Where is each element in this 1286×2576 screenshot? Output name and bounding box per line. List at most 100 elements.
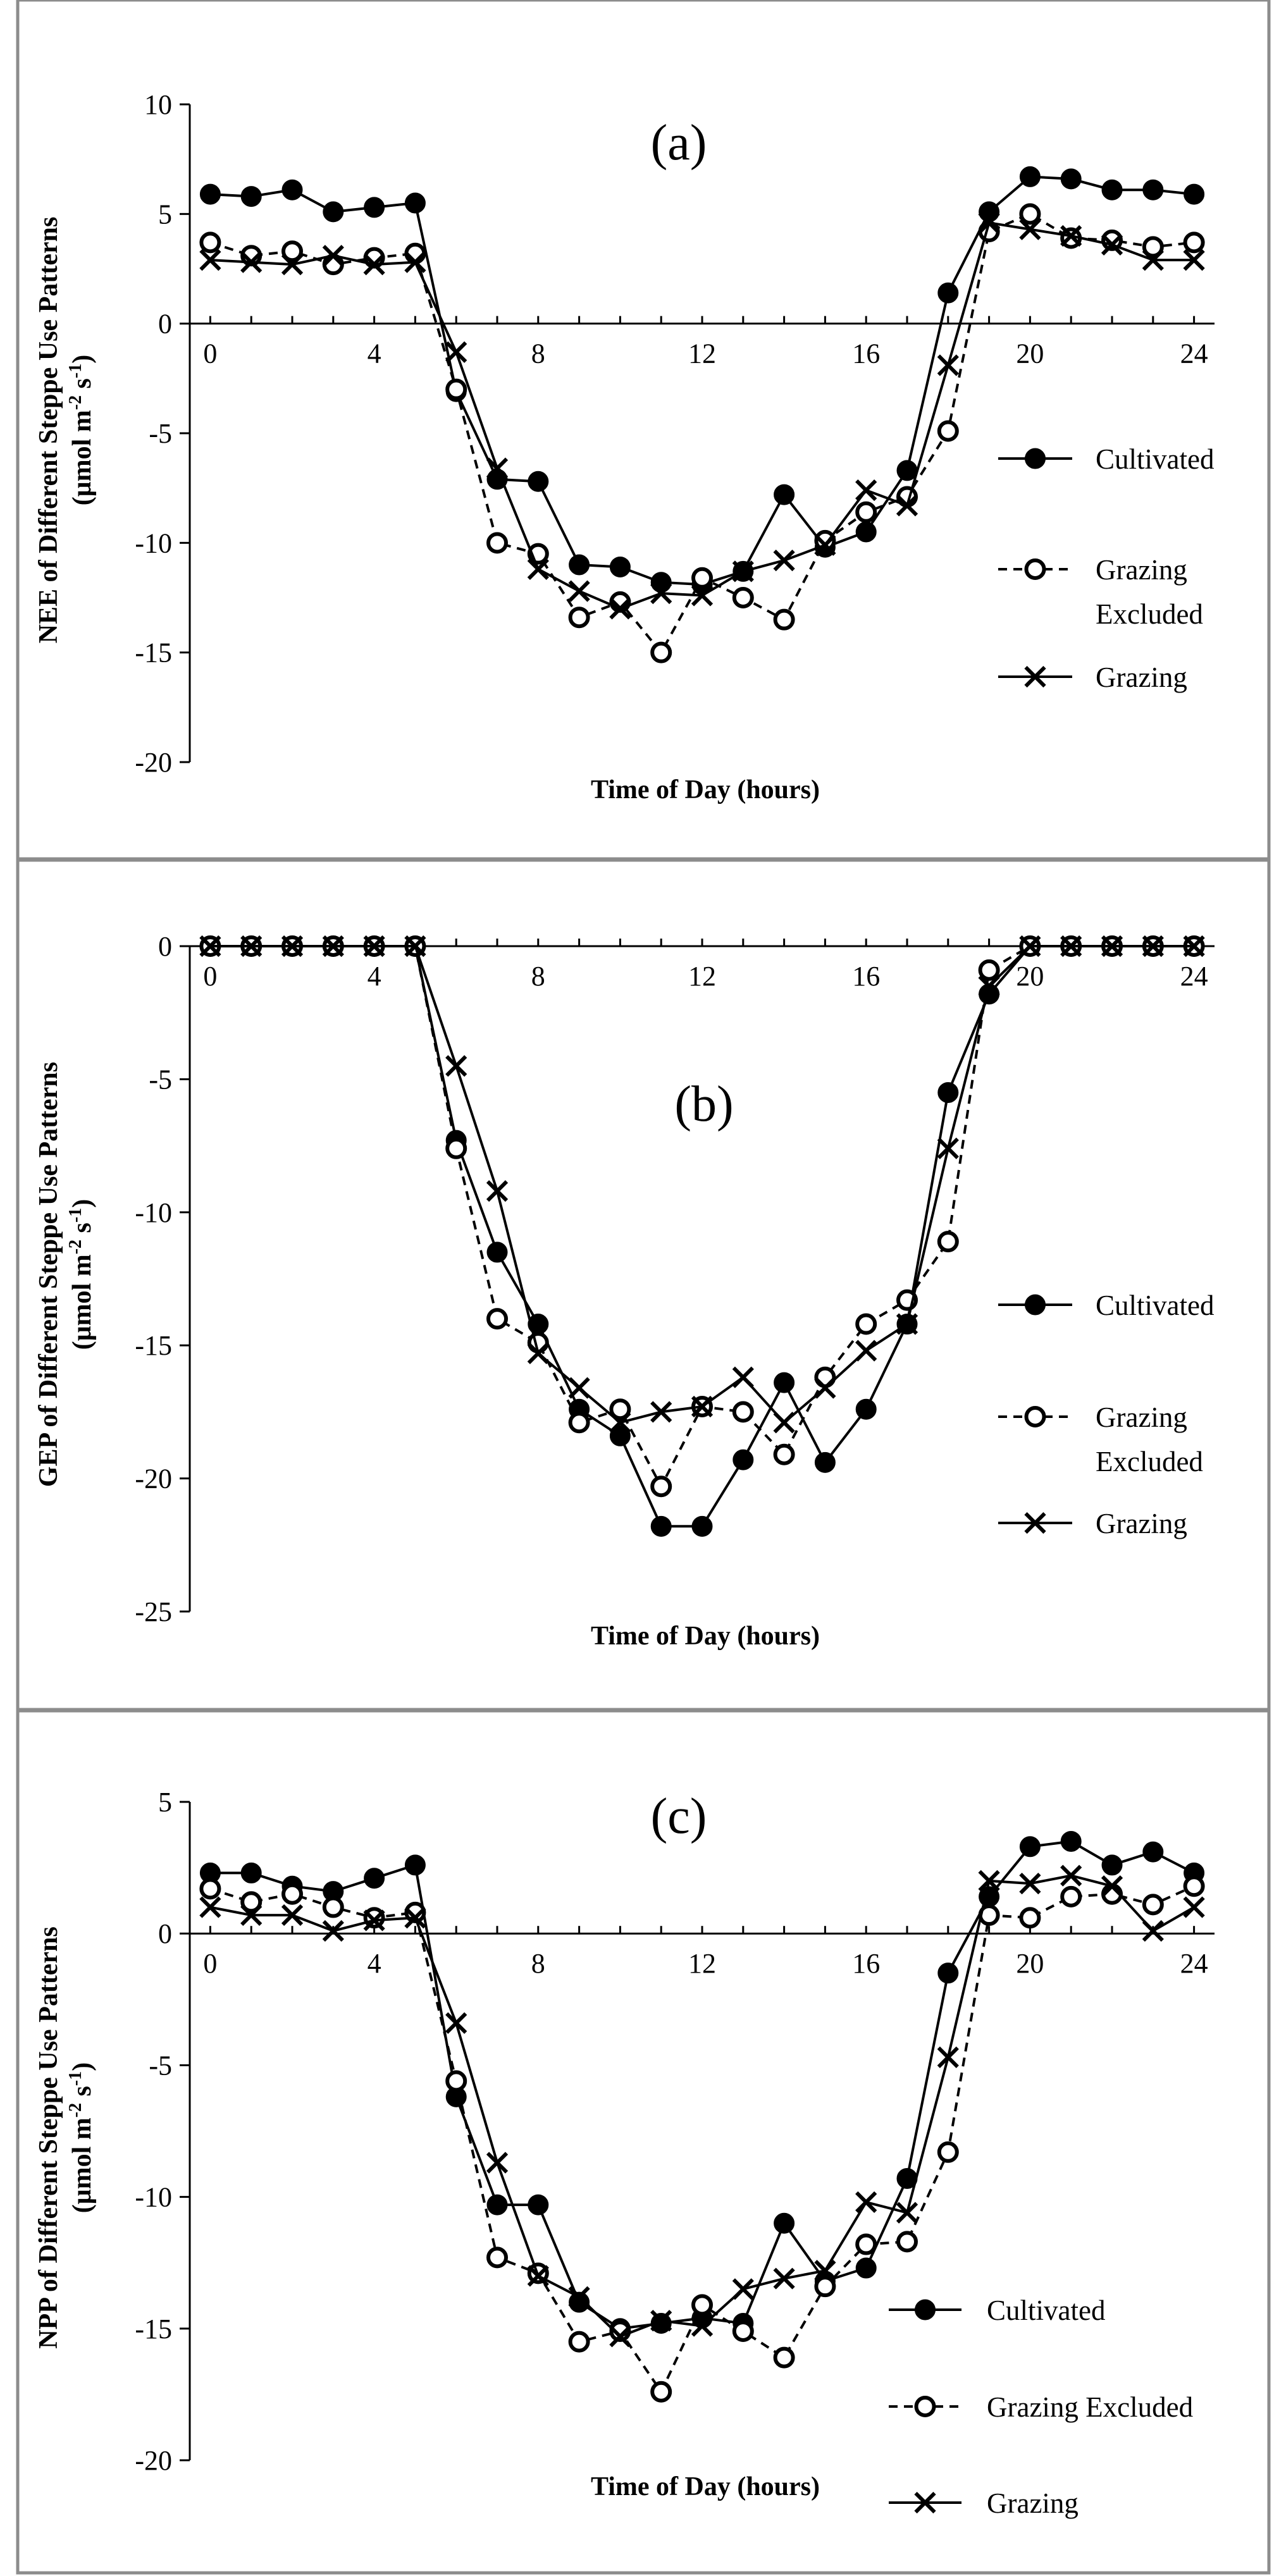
data-point <box>445 1137 467 1159</box>
data-point <box>1019 935 1041 958</box>
data-point <box>937 2141 959 2163</box>
data-point <box>855 501 877 523</box>
data-point <box>609 1398 631 1420</box>
x-axis-title: Time of Day (hours) <box>591 775 820 804</box>
unit-text: ) <box>68 355 97 364</box>
data-point <box>404 935 426 958</box>
data-point <box>1019 166 1041 187</box>
y-axis-title: NPP of Different Steppe Use Patterns <box>34 1926 63 2349</box>
y-tick-label: 5 <box>158 1787 172 1818</box>
y-tick-label: 10 <box>144 89 172 120</box>
data-point <box>1019 1872 1041 1895</box>
data-point <box>1019 203 1041 225</box>
data-point <box>814 529 836 552</box>
data-point <box>1183 1875 1205 1897</box>
legend-marker <box>1024 665 1046 688</box>
legend-entry: Grazing Excluded <box>889 2391 1193 2423</box>
data-point <box>1019 218 1041 240</box>
y-axis-unit: (μmol m-2 s-1) <box>66 355 97 505</box>
series-grazing <box>199 1864 1205 2348</box>
legend-label: Cultivated <box>1096 443 1214 475</box>
y-axis-title: GEP of Different Steppe Use Patterns <box>34 1062 63 1487</box>
y-tick-label: -10 <box>135 527 172 558</box>
unit-text: (μmol m <box>68 410 97 505</box>
y-tick-label: -15 <box>135 1330 172 1361</box>
data-point <box>732 587 754 608</box>
data-point <box>1183 935 1205 958</box>
data-point <box>609 1412 631 1434</box>
data-point <box>855 1398 877 1420</box>
legend-entry: Grazing Excluded <box>998 1402 1203 1477</box>
data-point <box>528 471 549 492</box>
legend-entry: Grazing <box>998 662 1187 693</box>
legend-entry: Cultivated <box>998 1290 1214 1321</box>
y-tick-label: -15 <box>135 638 172 669</box>
data-point <box>199 249 221 271</box>
legend-entry: Grazing <box>889 2487 1079 2519</box>
data-point <box>814 1451 836 1473</box>
panel-label: (c) <box>651 1789 707 1844</box>
y-tick-label: -5 <box>149 1064 172 1095</box>
x-tick-label: 20 <box>1016 961 1044 992</box>
legend-label: Grazing Excluded <box>987 2391 1193 2423</box>
x-tick-label: 4 <box>368 961 381 992</box>
data-point <box>445 341 467 363</box>
unit-exponent: -1 <box>66 2071 85 2086</box>
data-point <box>1060 1864 1082 1887</box>
data-point <box>691 1395 714 1418</box>
data-point <box>855 479 877 502</box>
data-point <box>486 457 509 479</box>
x-tick-label: 20 <box>1016 338 1044 369</box>
data-point <box>363 935 385 958</box>
data-point <box>240 1904 263 1926</box>
y-axis-title: NEE of Different Steppe Use Patterns <box>34 217 63 644</box>
data-point <box>609 556 631 577</box>
data-point <box>281 1904 304 1926</box>
y-tick-label: 0 <box>158 1918 172 1949</box>
series-grazing <box>199 935 1205 1434</box>
data-point <box>1101 179 1123 200</box>
legend-marker <box>1025 448 1046 469</box>
data-point <box>568 1377 590 1399</box>
panel-label: (a) <box>651 115 707 171</box>
data-point <box>1142 935 1164 958</box>
data-point <box>978 212 1000 234</box>
data-point <box>978 959 1000 981</box>
x-axis-title: Time of Day (hours) <box>591 1622 820 1651</box>
data-point <box>1019 1836 1041 1858</box>
legend-entry: Grazing Excluded <box>998 554 1203 630</box>
unit-text: s <box>68 378 97 395</box>
y-tick-label: -20 <box>135 747 172 778</box>
data-point <box>1060 1885 1082 1907</box>
data-point <box>1184 183 1205 205</box>
x-tick-label: 8 <box>531 1948 545 1979</box>
panel-label: (b) <box>674 1076 733 1132</box>
data-point <box>322 245 344 267</box>
data-point <box>609 598 631 620</box>
data-point <box>978 1870 1000 1892</box>
panel-border <box>16 1709 1271 2575</box>
x-tick-label: 4 <box>368 1948 381 1979</box>
x-tick-label: 16 <box>852 961 880 992</box>
data-point <box>896 2231 918 2253</box>
data-point <box>609 1425 631 1446</box>
data-point <box>650 1515 672 1537</box>
legend-label: Grazing <box>1096 554 1187 586</box>
data-point <box>404 1854 426 1876</box>
y-tick-label: -5 <box>149 418 172 449</box>
legend-label: Excluded <box>1096 598 1203 630</box>
legend-entry: Cultivated <box>889 2295 1105 2326</box>
legend-label: Grazing <box>1096 1508 1187 1539</box>
chart-panel-a: 10 5 0 -5 -10 -15 -20 0 4 8 12 16 20 24 (a) Time of Day… <box>16 0 1271 861</box>
data-point <box>814 534 836 556</box>
data-point <box>445 2070 467 2092</box>
legend-label: Grazing <box>1096 1402 1187 1433</box>
data-point <box>855 1340 877 1362</box>
data-point <box>691 1515 713 1537</box>
data-point <box>445 378 467 400</box>
unit-exponent: -2 <box>66 2103 85 2117</box>
y-tick-label: -25 <box>135 1596 172 1627</box>
legend-marker <box>914 2396 936 2417</box>
data-point <box>568 2286 590 2308</box>
